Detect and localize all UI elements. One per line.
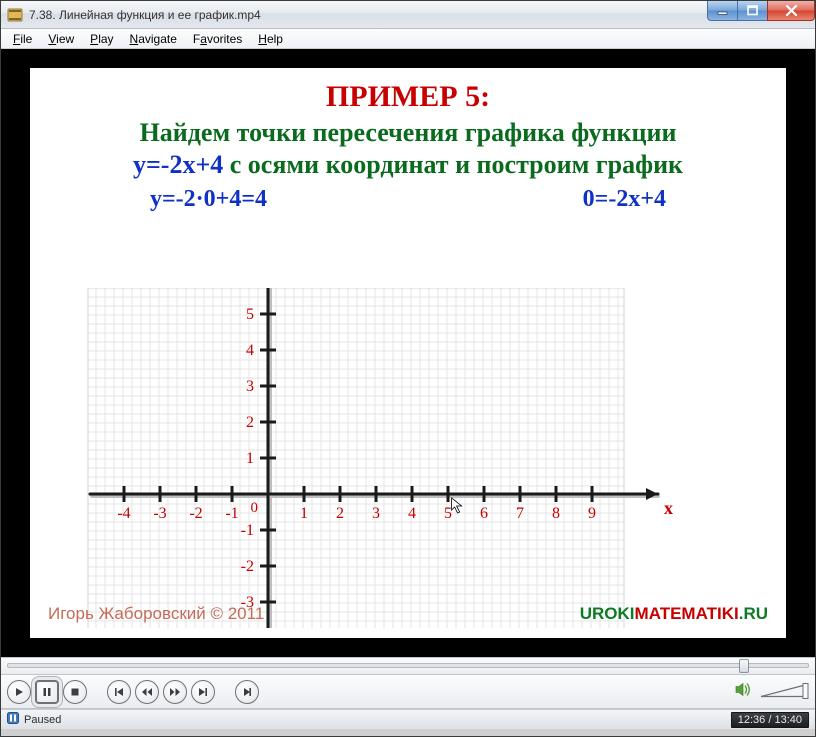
statusbar: Paused 12:36 / 13:40 [1,709,815,729]
pause-button[interactable] [35,680,59,704]
prev-track-button[interactable] [107,680,131,704]
minimize-button[interactable] [707,1,737,21]
window-buttons [707,1,815,21]
svg-text:3: 3 [246,378,254,395]
calc-left: y=-2·0+4=4 [150,186,267,213]
rewind-button[interactable] [135,680,159,704]
svg-text:4: 4 [246,342,254,359]
svg-text:4: 4 [408,505,416,522]
svg-text:-1: -1 [225,505,238,522]
svg-text:-4: -4 [117,505,130,522]
svg-text:1: 1 [300,505,308,522]
forward-button[interactable] [163,680,187,704]
svg-text:1: 1 [246,450,254,467]
app-icon [7,7,23,23]
svg-text:-1: -1 [241,522,254,539]
player-controls [1,675,815,709]
svg-text:6: 6 [480,505,488,522]
volume-area [735,681,809,702]
seek-track[interactable] [7,663,809,668]
text-green: с осями координат и построим график [223,150,683,179]
next-track-button[interactable] [191,680,215,704]
video-area: ПРИМЕР 5: Найдем точки пересечения графи… [1,49,815,657]
window-title: 7.38. Линейная функция и ее график.mp4 [29,8,261,22]
step-button[interactable] [235,680,259,704]
menubar: File View Play Navigate Favorites Help [1,29,815,49]
menu-file[interactable]: File [5,30,40,48]
slide-line1: Найдем точки пересечения графика функции [30,118,786,148]
svg-text:8: 8 [552,505,560,522]
svg-text:2: 2 [336,505,344,522]
status-text: Paused [24,714,61,726]
slide-line2: y=-2x+4 с осями координат и построим гра… [30,150,786,180]
author-credit: Игорь Жаборовский © 2011 [48,604,264,624]
svg-text:7: 7 [516,505,524,522]
calc-row: y=-2·0+4=4 0=-2x+4 [30,186,786,213]
close-button[interactable] [767,1,815,21]
slide-title: ПРИМЕР 5: [30,80,786,114]
time-display: 12:36 / 13:40 [731,712,809,728]
site-credit: UROKIMATEMATIKI.RU [580,604,768,624]
menu-help[interactable]: Help [250,30,291,48]
stop-button[interactable] [63,680,87,704]
chart: -4-3-2-1123456789-4-3-2-1123450xy [78,288,738,628]
formula-blue: y=-2x+4 [133,150,223,179]
status-icon [7,712,19,727]
maximize-button[interactable] [737,1,767,21]
speaker-icon[interactable] [735,681,753,702]
svg-text:5: 5 [246,306,254,323]
svg-text:-2: -2 [241,558,254,575]
menu-play[interactable]: Play [82,30,121,48]
svg-text:-3: -3 [153,505,166,522]
svg-text:3: 3 [372,505,380,522]
svg-text:5: 5 [444,505,452,522]
svg-text:0: 0 [251,500,259,516]
svg-text:x: x [664,498,673,518]
seek-thumb[interactable] [739,659,749,673]
svg-text:-2: -2 [189,505,202,522]
seek-bar[interactable] [1,657,815,675]
menu-view[interactable]: View [40,30,82,48]
svg-text:2: 2 [246,414,254,431]
play-button[interactable] [7,680,31,704]
menu-favorites[interactable]: Favorites [185,30,250,48]
video-frame: ПРИМЕР 5: Найдем точки пересечения графи… [30,68,786,638]
titlebar: 7.38. Линейная функция и ее график.mp4 [1,1,815,29]
calc-right: 0=-2x+4 [583,186,666,213]
menu-navigate[interactable]: Navigate [122,30,185,48]
svg-text:9: 9 [588,505,596,522]
volume-slider[interactable] [759,683,809,701]
